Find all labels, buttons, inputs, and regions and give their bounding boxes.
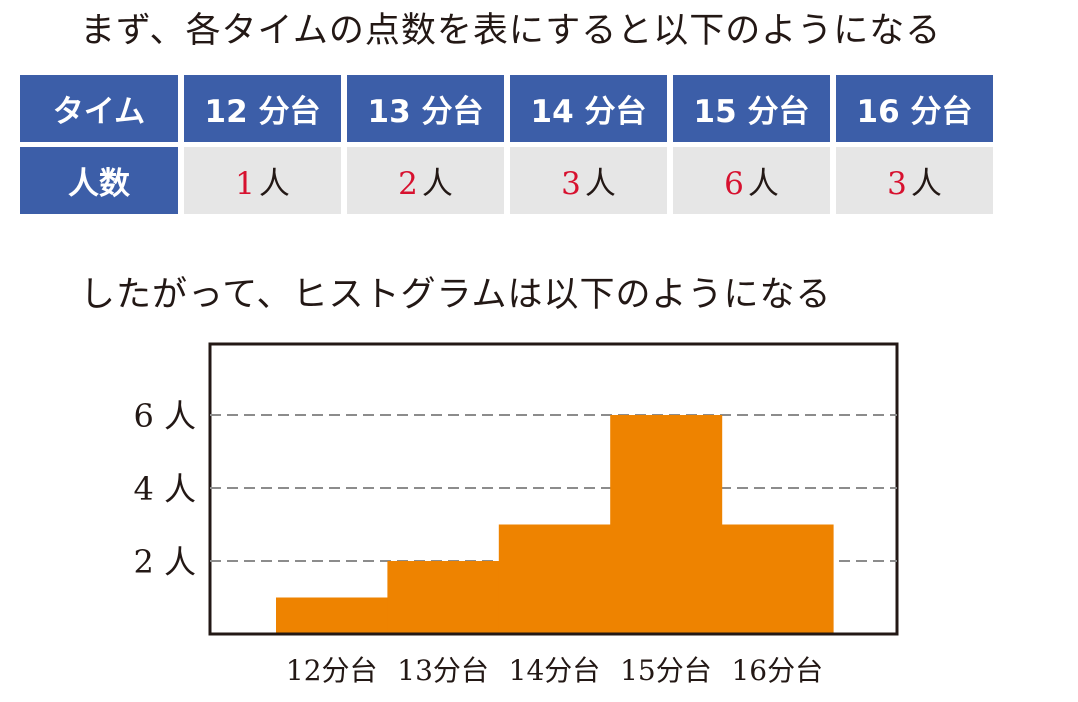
x-tick-label: 13分台 [397, 654, 489, 687]
count-unit: 人 [910, 166, 942, 202]
count-unit: 人 [747, 166, 779, 202]
time-header-16: 16 分台 [836, 75, 993, 142]
count-value: 2 [398, 166, 418, 202]
count-unit: 人 [258, 166, 290, 202]
y-tick-label: 4 人 [133, 470, 196, 508]
chart-intro-text: したがって、ヒストグラムは以下のようになる [80, 275, 832, 315]
x-tick-label: 15分台 [620, 654, 712, 687]
count-value: 3 [887, 166, 907, 202]
count-unit: 人 [421, 166, 453, 202]
x-tick-label: 14分台 [509, 654, 601, 687]
x-axis-ticks: 12分台 13分台 14分台 15分台 16分台 [286, 654, 823, 687]
bar [498, 524, 611, 634]
time-header-12: 12 分台 [184, 75, 341, 142]
time-header-14: 14 分台 [510, 75, 667, 142]
y-axis-ticks: 2 人 4 人 6 人 [133, 397, 196, 581]
time-header-13: 13 分台 [347, 75, 504, 142]
bar [276, 597, 388, 634]
count-value: 1 [235, 166, 255, 202]
count-row-header: 人数 [20, 147, 178, 214]
bar [721, 524, 834, 634]
count-value: 3 [561, 166, 581, 202]
y-tick-label: 6 人 [133, 397, 196, 435]
count-value: 6 [724, 166, 744, 202]
histogram-bars [276, 415, 834, 634]
count-unit: 人 [584, 166, 616, 202]
time-header-15: 15 分台 [673, 75, 830, 142]
time-row-header: タイム [20, 75, 178, 142]
bar [387, 561, 500, 634]
table-intro-text: まず、各タイムの点数を表にすると以下のようになる [80, 11, 942, 51]
x-tick-label: 12分台 [286, 654, 378, 687]
y-tick-label: 2 人 [133, 543, 196, 581]
time-row: タイム 12 分台 13 分台 14 分台 15 分台 16 分台 [20, 75, 993, 142]
x-tick-label: 16分台 [731, 654, 823, 687]
bar [610, 415, 723, 634]
